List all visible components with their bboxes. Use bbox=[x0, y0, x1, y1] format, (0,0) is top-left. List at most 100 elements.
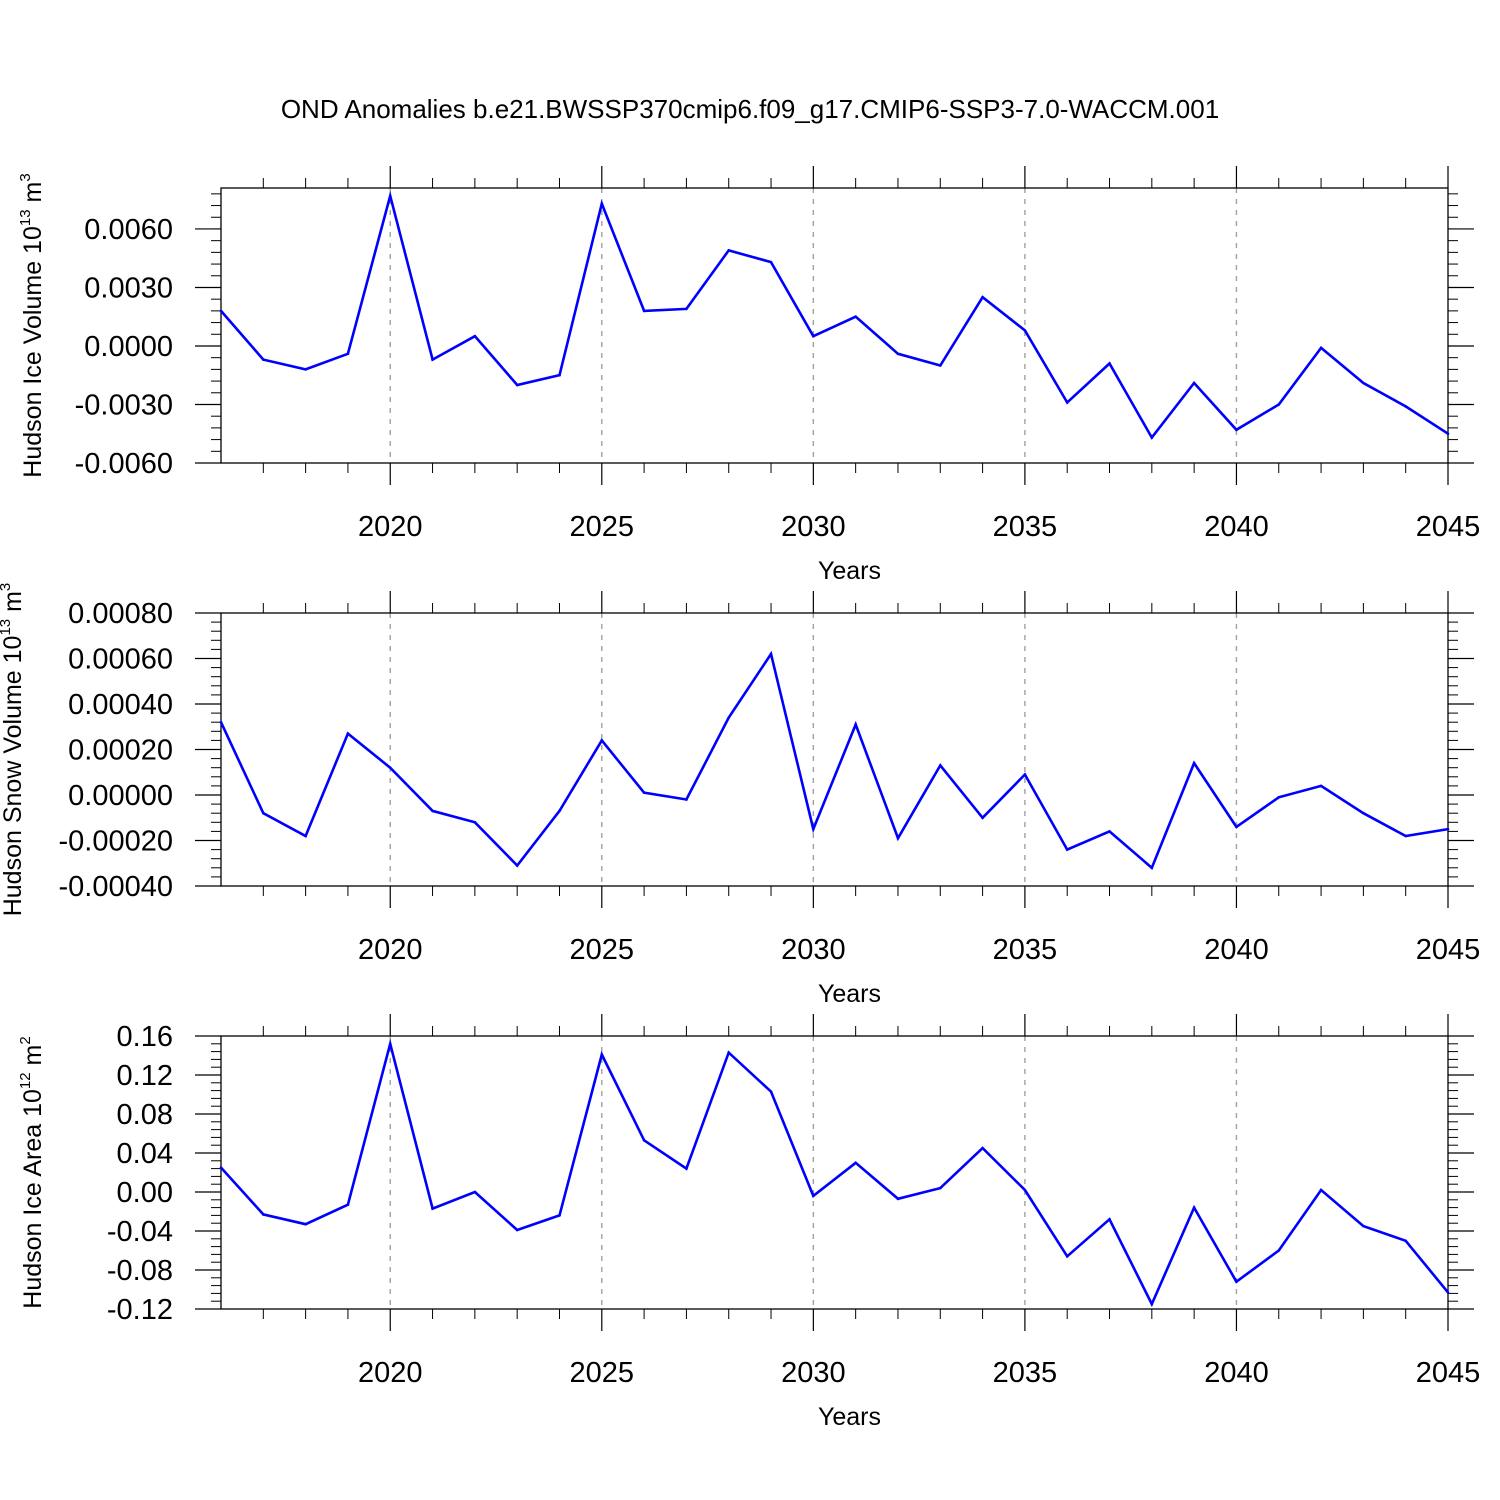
data-point-2016 bbox=[219, 720, 223, 724]
data-point-2042 bbox=[1319, 346, 1323, 350]
y-tick-label: 0.00060 bbox=[68, 644, 173, 676]
data-point-2035 bbox=[1023, 329, 1027, 332]
x-tick-label-2040: 2040 bbox=[1204, 934, 1269, 966]
data-point-2027 bbox=[685, 1167, 688, 1170]
y-tick-label: 0.00000 bbox=[68, 780, 173, 812]
data-point-2045 bbox=[1446, 432, 1450, 436]
data-point-2033 bbox=[938, 364, 942, 367]
data-point-2025 bbox=[600, 202, 604, 205]
x-tick-label-2020: 2020 bbox=[358, 1357, 423, 1389]
data-point-2035 bbox=[1023, 773, 1027, 776]
data-point-2025 bbox=[600, 739, 604, 742]
series-line-snow-volume bbox=[219, 650, 1449, 870]
data-point-2032 bbox=[896, 1197, 900, 1201]
data-point-2016 bbox=[219, 1166, 223, 1169]
panel-ice-volume: 2020 2025 2030 2035 2040 2045 -0.0060 -0.0030 0.… bbox=[17, 166, 1480, 585]
y-tick-label: 0.00040 bbox=[68, 689, 173, 721]
data-point-2029 bbox=[769, 1090, 773, 1093]
data-point-2041 bbox=[1277, 403, 1281, 406]
data-point-2037 bbox=[1108, 362, 1111, 365]
data-point-2019 bbox=[346, 732, 350, 735]
y-tick-label: 0.00020 bbox=[68, 735, 173, 767]
data-point-2043 bbox=[1362, 1224, 1365, 1228]
data-point-2022 bbox=[473, 334, 477, 338]
x-tick-label-2025: 2025 bbox=[570, 511, 635, 543]
data-point-2040 bbox=[1235, 1280, 1238, 1283]
data-point-2043 bbox=[1362, 811, 1365, 815]
y-axis-label: Hudson Ice Volume 1013 m3 bbox=[17, 173, 47, 477]
data-point-2044 bbox=[1404, 405, 1407, 408]
x-tick-label-2035: 2035 bbox=[993, 934, 1058, 966]
x-tick-label-2045: 2045 bbox=[1416, 511, 1481, 543]
y-axis-label: Hudson Ice Area 1012 m2 bbox=[17, 1036, 47, 1308]
data-point-2042 bbox=[1319, 784, 1323, 788]
data-point-2044 bbox=[1404, 834, 1407, 838]
data-point-2045 bbox=[1446, 1291, 1450, 1294]
x-tick-label-2020: 2020 bbox=[358, 511, 423, 543]
x-tick-label-2030: 2030 bbox=[781, 934, 846, 966]
data-point-2021 bbox=[431, 1207, 434, 1210]
data-point-2016 bbox=[219, 309, 223, 313]
panel-snow-volume: 2020 2025 2030 2035 2040 2045 -0.00040 -0.00020… bbox=[0, 583, 1480, 1008]
data-point-2045 bbox=[1446, 827, 1450, 831]
y-tick-label: 0.0000 bbox=[84, 331, 173, 363]
data-point-2039 bbox=[1192, 1206, 1196, 1209]
x-tick-label-2045: 2045 bbox=[1416, 934, 1481, 966]
data-point-2038 bbox=[1150, 1302, 1154, 1306]
data-point-2026 bbox=[642, 1139, 646, 1142]
data-point-2038 bbox=[1150, 436, 1154, 439]
x-tick-label-2040: 2040 bbox=[1204, 1357, 1269, 1389]
y-axis-label: Hudson Snow Volume 1013 m3 bbox=[0, 583, 27, 917]
data-point-2029 bbox=[769, 260, 773, 264]
data-point-2024 bbox=[558, 809, 561, 813]
data-point-2019 bbox=[346, 1203, 350, 1206]
data-point-2036 bbox=[1065, 1255, 1069, 1258]
y-tick-label: -0.08 bbox=[107, 1255, 173, 1287]
data-point-2020 bbox=[388, 1042, 392, 1046]
y-tick-label: -0.12 bbox=[107, 1294, 173, 1326]
data-point-2026 bbox=[642, 791, 646, 795]
data-point-2028 bbox=[727, 716, 731, 719]
data-point-2034 bbox=[981, 816, 984, 820]
data-point-2041 bbox=[1277, 1249, 1281, 1252]
x-axis-label: Years bbox=[818, 980, 881, 1008]
x-axis-label: Years bbox=[818, 557, 881, 585]
data-point-2029 bbox=[769, 652, 773, 656]
data-point-2033 bbox=[938, 764, 942, 767]
data-point-2019 bbox=[346, 352, 350, 356]
data-point-2036 bbox=[1065, 401, 1069, 404]
x-tick-label-2040: 2040 bbox=[1204, 511, 1269, 543]
x-tick-label-2030: 2030 bbox=[781, 511, 846, 543]
data-point-2037 bbox=[1108, 1218, 1111, 1221]
data-point-2018 bbox=[304, 834, 307, 838]
plot-frame bbox=[220, 1035, 1449, 1310]
data-point-2028 bbox=[727, 1051, 731, 1054]
data-point-2026 bbox=[642, 309, 646, 313]
data-point-2035 bbox=[1023, 1188, 1027, 1192]
data-point-2034 bbox=[981, 1146, 984, 1150]
y-tick-label: 0.16 bbox=[117, 1021, 173, 1053]
data-point-2036 bbox=[1065, 848, 1069, 851]
y-tick-label: 0.00 bbox=[117, 1177, 173, 1209]
data-point-2020 bbox=[388, 766, 392, 769]
y-tick-label: 0.04 bbox=[117, 1138, 173, 1170]
y-tick-label: 0.00080 bbox=[68, 598, 173, 630]
data-point-2024 bbox=[558, 373, 561, 377]
data-point-2032 bbox=[896, 836, 900, 840]
data-point-2018 bbox=[304, 368, 307, 371]
y-tick-label: -0.04 bbox=[107, 1216, 173, 1248]
data-point-2030 bbox=[812, 827, 815, 831]
data-point-2028 bbox=[727, 249, 731, 252]
y-tick-label: 0.0030 bbox=[84, 272, 173, 304]
y-tick-label: -0.0060 bbox=[75, 448, 173, 480]
y-tick-label: 0.0060 bbox=[84, 214, 173, 246]
data-point-2043 bbox=[1362, 381, 1365, 385]
x-tick-label-2025: 2025 bbox=[570, 934, 635, 966]
data-point-2017 bbox=[262, 358, 265, 361]
data-point-2027 bbox=[685, 307, 688, 311]
data-point-2034 bbox=[981, 295, 984, 299]
chart-title: OND Anomalies b.e21.BWSSP370cmip6.f09_g1… bbox=[281, 94, 1219, 124]
data-point-2039 bbox=[1192, 381, 1196, 385]
data-point-2037 bbox=[1108, 830, 1111, 833]
y-tick-label: 0.08 bbox=[117, 1099, 173, 1131]
